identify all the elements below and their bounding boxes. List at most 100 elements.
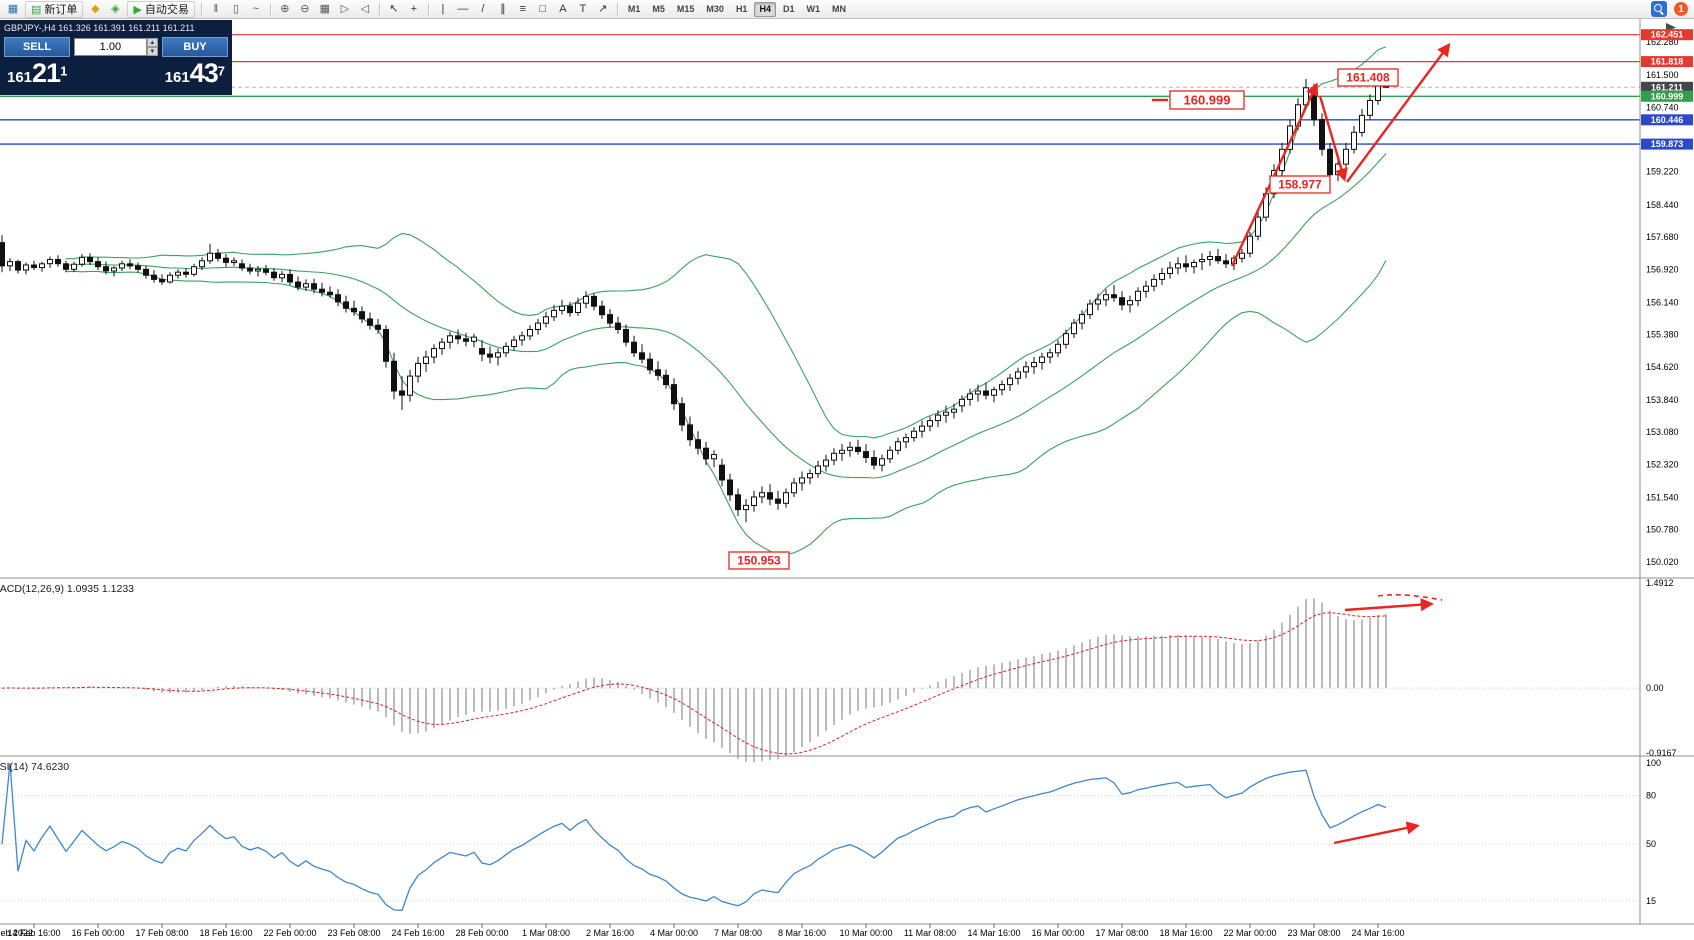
bar-chart-icon[interactable]: ‖ [213, 3, 219, 15]
toolbar-separator [616, 2, 618, 16]
candle-body [223, 257, 229, 263]
candle-body [775, 498, 781, 504]
macd-direction-arrow[interactable] [1344, 598, 1434, 612]
templates-icon[interactable]: ◆ [91, 3, 100, 15]
time-axis-label: 7 Mar 08:00 [714, 928, 762, 938]
line-chart-icon[interactable]: ~ [252, 3, 260, 15]
price-axis-label: 155.380 [1646, 330, 1679, 340]
timeframe-m1[interactable]: M1 [627, 4, 641, 14]
candle-body [1119, 297, 1125, 306]
candle-body [119, 263, 125, 269]
candle-body [879, 458, 885, 466]
candle-body [687, 424, 693, 441]
macd-axis-label: 0.00 [1646, 683, 1664, 693]
candle-body [1319, 119, 1325, 150]
annotation-label-158977[interactable] [1269, 175, 1331, 194]
horizontal-line-icon[interactable]: — [457, 3, 469, 15]
rsi-panel[interactable] [0, 756, 1640, 924]
candle-body [207, 252, 213, 262]
timeframe-m5[interactable]: M5 [652, 4, 665, 14]
timeframe-h1[interactable]: H1 [735, 4, 748, 14]
tile-windows-icon[interactable]: ▦ [319, 3, 331, 15]
timeframe-w1[interactable]: W1 [806, 4, 820, 14]
bid-main: 21 [32, 58, 61, 88]
toolbar-right-icons: 1 [1651, 1, 1688, 17]
candle-body [783, 492, 789, 504]
annotation-label-150953[interactable] [728, 551, 790, 570]
shapes-icon[interactable]: □ [539, 3, 547, 15]
label-icon[interactable]: T [579, 3, 587, 15]
volume-up-button[interactable]: ▲ [146, 38, 158, 47]
timeframe-d1[interactable]: D1 [782, 4, 795, 14]
candle-body [471, 336, 477, 342]
candle-body [935, 414, 941, 422]
annotation-label-161408-text: 161.408 [1346, 71, 1390, 85]
chart-shift-icon[interactable]: ◁ [360, 3, 370, 15]
candle-body [495, 352, 501, 358]
candle-body [7, 261, 13, 267]
candle-body [1023, 366, 1029, 373]
crosshair-icon[interactable]: + [410, 3, 418, 15]
volume-input[interactable] [74, 38, 147, 56]
candle-body [319, 288, 325, 293]
timeframe-h4[interactable]: H4 [754, 1, 776, 17]
main-chart-plot[interactable] [0, 19, 1640, 578]
trendline-icon[interactable]: / [481, 3, 485, 15]
arrows-icon[interactable]: ↗ [598, 3, 608, 15]
candle-body [895, 441, 901, 451]
candle-body [1159, 273, 1165, 280]
candle-body [263, 268, 269, 273]
annotation-label-161408[interactable] [1337, 68, 1399, 87]
candle-body [631, 341, 637, 354]
buy-button[interactable]: BUY [162, 37, 228, 57]
price-axis-label: 160.740 [1646, 102, 1679, 112]
candle-body [1239, 252, 1245, 259]
zoom-in-icon[interactable]: ⊕ [280, 3, 290, 15]
new-order-button-label: 新订单 [44, 4, 78, 16]
candle-body [335, 294, 341, 303]
expert-advisor-icon[interactable]: ◈ [111, 3, 120, 15]
macd-panel[interactable] [0, 578, 1640, 756]
fibonacci-icon[interactable]: ≡ [519, 3, 527, 15]
candle-body [199, 260, 205, 268]
price-axis-label: 154.620 [1646, 362, 1679, 372]
candle-body [327, 291, 333, 296]
annotation-label-160999[interactable] [1169, 90, 1245, 110]
text-icon[interactable]: A [559, 3, 567, 15]
candle-body [351, 307, 357, 313]
ask-prefix: 161 [164, 69, 190, 86]
search-icon[interactable] [1651, 1, 1667, 17]
rsi-direction-arrow[interactable] [1333, 821, 1420, 845]
notification-badge[interactable]: 1 [1674, 2, 1688, 16]
candle-body [447, 335, 453, 343]
autotrading-button[interactable]: ▶ 自动交易 [127, 0, 195, 18]
price-axis-label: 150.020 [1646, 557, 1679, 567]
timeframe-mn[interactable]: MN [831, 4, 846, 14]
candle-body [1215, 256, 1221, 262]
timeframe-m15[interactable]: M15 [676, 4, 695, 14]
channel-icon[interactable]: ∥ [500, 3, 506, 15]
volume-down-button[interactable]: ▼ [146, 47, 158, 56]
vertical-line-icon[interactable]: | [441, 3, 445, 15]
candle-body [487, 353, 493, 358]
candle-body [951, 408, 957, 413]
sell-button[interactable]: SELL [4, 37, 70, 57]
zoom-out-icon[interactable]: ⊖ [300, 3, 310, 15]
trend-arrow-down[interactable] [1318, 95, 1348, 182]
candlestick-chart-icon[interactable]: ▯ [232, 3, 239, 15]
auto-scroll-icon[interactable]: ▷ [340, 3, 350, 15]
app-icon[interactable]: ▦ [7, 3, 19, 15]
trend-arrow-up-2[interactable] [1346, 42, 1451, 183]
new-order-button[interactable]: ▤ 新订单 [25, 0, 84, 18]
candle-body [167, 274, 173, 283]
ask-main: 43 [189, 58, 219, 88]
time-axis-label: 11 Mar 08:00 [904, 928, 956, 938]
cursor-icon[interactable]: ↖ [389, 3, 399, 15]
macd-projection-path[interactable] [1377, 594, 1443, 601]
candle-body [583, 295, 589, 304]
timeframe-m30[interactable]: M30 [706, 4, 724, 14]
candle-body [247, 267, 253, 272]
candle-body [1191, 262, 1197, 268]
candle-body [999, 384, 1005, 391]
